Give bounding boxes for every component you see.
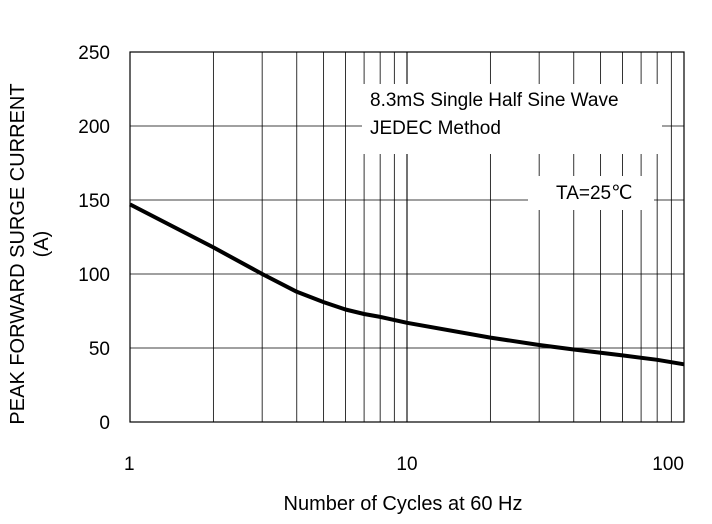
y-tick-label: 150: [78, 191, 110, 212]
condition-background: [528, 176, 654, 210]
annotation-background: [362, 84, 662, 154]
x-tick-label: 100: [652, 454, 684, 475]
x-tick-labels: 1 10 100: [124, 454, 684, 475]
y-tick-label: 250: [78, 43, 110, 64]
y-tick-label: 50: [89, 339, 110, 360]
annotation-method: JEDEC Method: [370, 118, 501, 139]
annotation-waveform: 8.3mS Single Half Sine Wave: [370, 90, 619, 111]
y-axis-label: PEAK FORWARD SURGE CURRENT: [7, 83, 29, 424]
x-tick-label: 10: [396, 454, 417, 475]
y-tick-label: 0: [99, 413, 110, 434]
y-tick-labels: 0 50 100 150 200 250: [78, 43, 110, 434]
annotation-temperature: TA=25℃: [556, 183, 632, 204]
x-tick-label: 1: [124, 454, 135, 475]
x-axis-label: Number of Cycles at 60 Hz: [284, 493, 523, 515]
y-axis-unit-label: (A): [31, 231, 53, 258]
plot-frame: [129, 51, 685, 423]
y-tick-label: 200: [78, 117, 110, 138]
y-tick-label: 100: [78, 265, 110, 286]
surge-current-curve: [129, 202, 685, 367]
